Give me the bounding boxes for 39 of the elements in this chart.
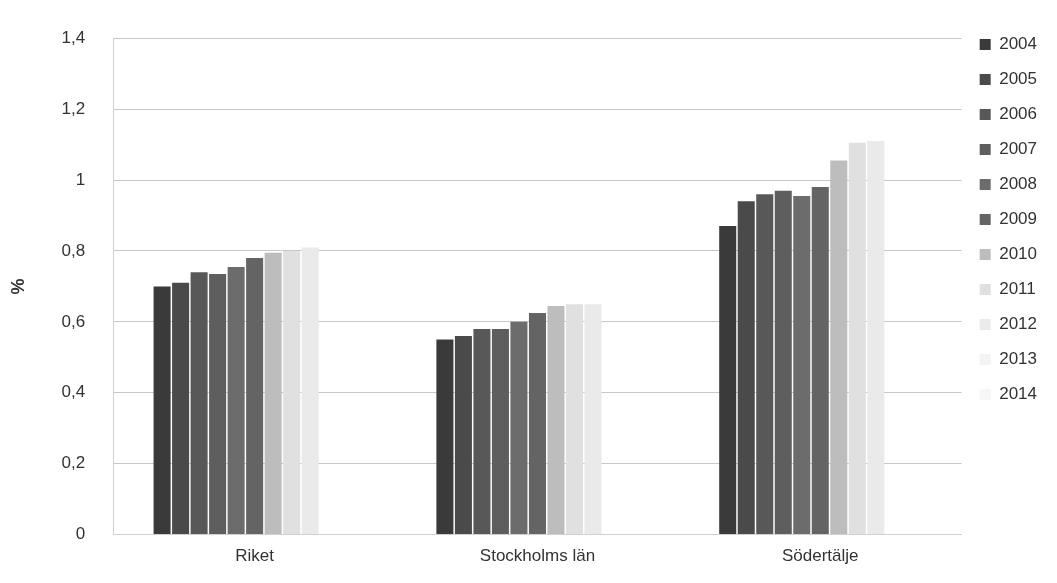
bar xyxy=(719,226,737,535)
y-tick-label: 0,4 xyxy=(61,382,86,402)
bar xyxy=(510,321,528,535)
y-tick-label: 0,6 xyxy=(61,311,86,331)
bar xyxy=(283,250,301,535)
y-tick-label: 1,2 xyxy=(61,98,86,118)
x-tick-label: Riket xyxy=(235,546,275,566)
bar xyxy=(172,282,190,535)
legend-label: 2010 xyxy=(999,244,1038,264)
y-tick-label: 1,4 xyxy=(61,27,86,47)
legend-label: 2014 xyxy=(999,384,1038,404)
bar xyxy=(774,190,792,535)
legend-label: 2012 xyxy=(999,314,1038,334)
bar xyxy=(793,195,811,535)
x-tick-label: Södertälje xyxy=(781,546,859,566)
bar xyxy=(436,339,454,535)
legend-label: 2007 xyxy=(999,139,1038,159)
y-tick-label: 1 xyxy=(75,169,86,189)
bar xyxy=(811,187,829,535)
y-tick-label: 0 xyxy=(75,524,86,544)
bar xyxy=(491,328,509,535)
bar xyxy=(454,336,472,535)
bar xyxy=(473,328,491,535)
x-tick-label: Stockholms län xyxy=(479,546,596,566)
legend-label: 2013 xyxy=(999,349,1038,369)
legend-label: 2009 xyxy=(999,209,1038,229)
legend-label: 2008 xyxy=(999,174,1038,194)
bar xyxy=(756,194,774,535)
bar xyxy=(737,201,755,535)
bar xyxy=(528,312,546,535)
legend-label: 2004 xyxy=(999,34,1038,54)
legend-label: 2011 xyxy=(999,279,1036,299)
legend-label: 2006 xyxy=(999,104,1038,124)
y-axis-title: % xyxy=(7,278,28,295)
bar xyxy=(301,247,319,535)
bar xyxy=(153,286,171,535)
legend-label: 2005 xyxy=(999,69,1038,89)
y-tick-label: 0,2 xyxy=(61,453,86,473)
y-tick-label: 0,8 xyxy=(61,240,86,260)
